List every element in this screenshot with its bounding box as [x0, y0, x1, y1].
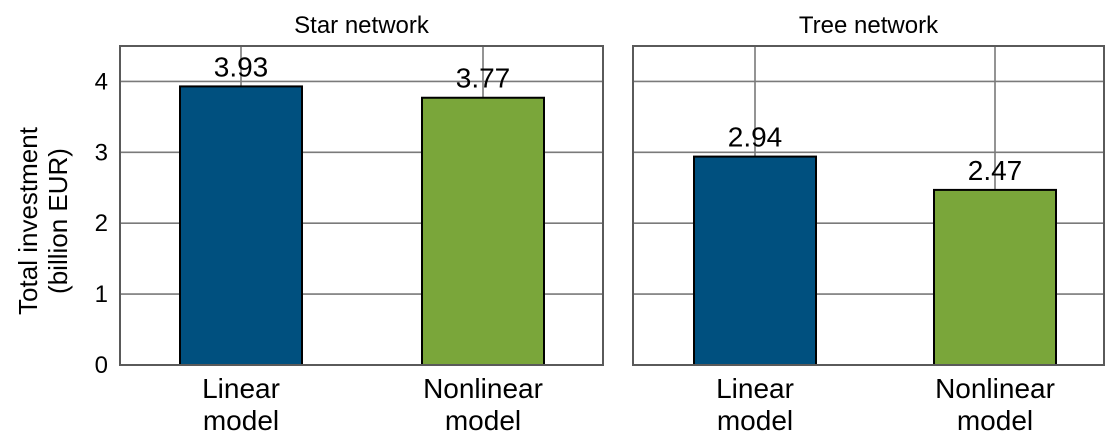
- data-label: 2.94: [728, 122, 783, 153]
- bar-linear: [179, 85, 303, 366]
- x-tick-label: Nonlinear model: [423, 373, 543, 436]
- x-tick-label: Linear model: [202, 373, 280, 436]
- panel-frame: [119, 45, 604, 366]
- panel-2: Tree network 2.94 2.47 Linear model Nonlinear…: [632, 12, 1105, 436]
- x-tick-label: Linear model: [716, 373, 794, 436]
- y-axis-label-line-1: Total investment: [13, 126, 43, 315]
- y-tick-label: 3: [95, 139, 108, 166]
- y-ticks: 0 1 2 3 4: [95, 68, 108, 379]
- panel-frame: [632, 45, 1105, 366]
- y-axis-label: Total investment (billion EUR): [13, 126, 73, 315]
- panel-title: Tree network: [799, 12, 939, 39]
- y-tick-label: 2: [95, 210, 108, 237]
- data-label: 3.93: [214, 51, 269, 82]
- bar-linear: [693, 155, 817, 366]
- data-label: 3.77: [456, 63, 511, 94]
- data-label: 2.47: [968, 155, 1023, 186]
- y-tick-label: 4: [95, 68, 108, 95]
- panel-title: Star network: [294, 12, 430, 39]
- y-tick-label: 0: [95, 352, 108, 379]
- bar-nonlinear: [421, 96, 545, 366]
- panel-1: Star network 3.93 3.77 Linear model Nonlinear…: [119, 12, 604, 436]
- x-tick-label: Nonlinear model: [935, 373, 1055, 436]
- bar-nonlinear: [933, 188, 1057, 366]
- y-axis-label-line-2: (billion EUR): [43, 148, 73, 294]
- panels: Star network 3.93 3.77 Linear model Nonlinear…: [119, 12, 1105, 436]
- y-tick-label: 1: [95, 281, 108, 308]
